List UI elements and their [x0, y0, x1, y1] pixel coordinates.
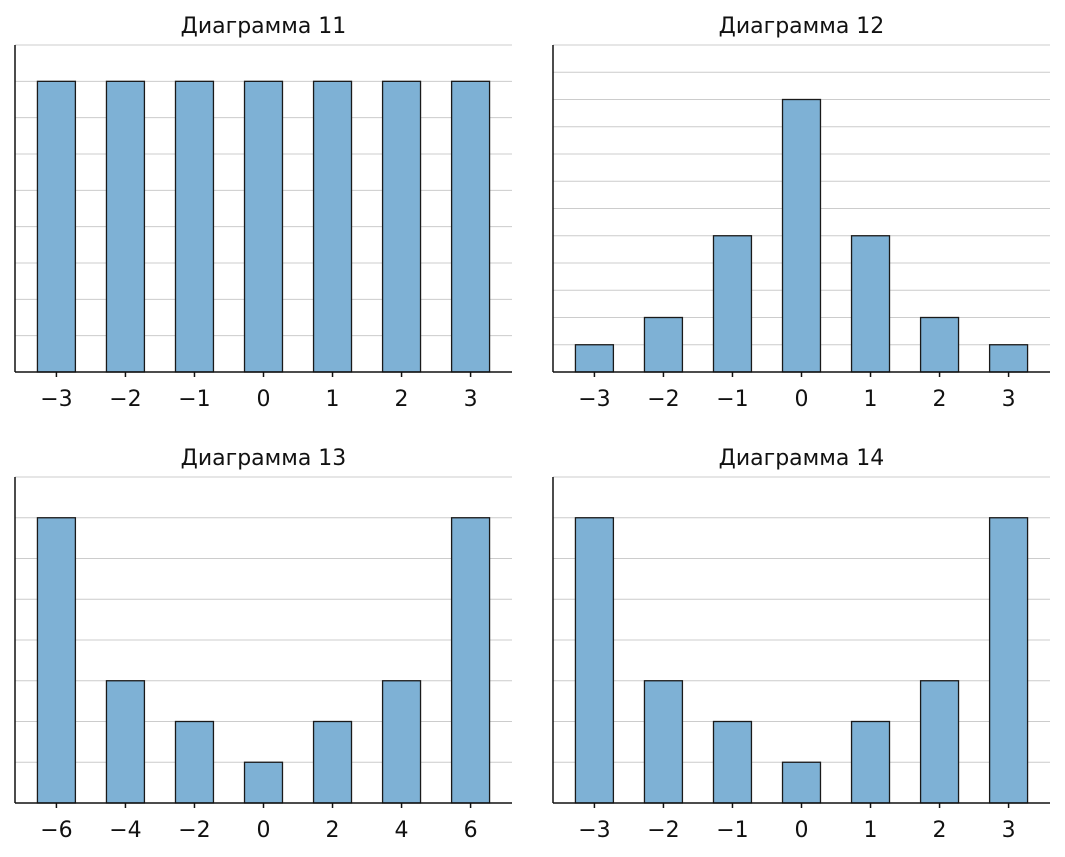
x-tick-label: −3 — [40, 387, 72, 412]
bar-1 — [574, 344, 615, 373]
x-tick-label: −1 — [178, 387, 210, 412]
x-tick-label: −3 — [578, 387, 610, 412]
bar-3 — [174, 80, 215, 373]
x-tick-label: −2 — [647, 818, 679, 843]
bar-2 — [643, 680, 684, 804]
x-tick-label: 3 — [464, 387, 478, 412]
x-tick-label: 2 — [933, 818, 947, 843]
bar-6 — [919, 316, 960, 373]
x-tick-label: 1 — [864, 818, 878, 843]
chart-title: Диаграмма 11 — [181, 14, 347, 39]
x-tick-label: −2 — [178, 818, 210, 843]
bar-6 — [381, 680, 422, 804]
bar-7 — [450, 517, 491, 804]
bar-1 — [36, 517, 77, 804]
bar-2 — [105, 80, 146, 373]
x-tick-label: 4 — [395, 818, 409, 843]
bar-4 — [243, 761, 284, 804]
bar-2 — [643, 316, 684, 373]
chart-panel-1: Диаграмма 11 −3 −2 −1 0 1 2 3 — [14, 14, 512, 412]
x-tick-label: 2 — [326, 818, 340, 843]
bar-7 — [988, 344, 1029, 373]
bar-5 — [312, 80, 353, 373]
bar-4 — [781, 98, 822, 373]
x-tick-label: −6 — [40, 818, 72, 843]
bar-6 — [381, 80, 422, 373]
x-tick-label: 2 — [395, 387, 409, 412]
x-tick-label: 0 — [795, 387, 809, 412]
bar-7 — [988, 517, 1029, 804]
x-tick-label: 0 — [257, 387, 271, 412]
x-tick-label: 0 — [257, 818, 271, 843]
x-tick-label: 3 — [1002, 387, 1016, 412]
bar-3 — [712, 720, 753, 804]
chart-title: Диаграмма 13 — [181, 446, 347, 471]
chart-title: Диаграмма 14 — [719, 446, 885, 471]
bar-1 — [574, 517, 615, 804]
bar-5 — [850, 720, 891, 804]
x-tick-label: 1 — [864, 387, 878, 412]
x-tick-label: −2 — [647, 387, 679, 412]
x-tick-label: 3 — [1002, 818, 1016, 843]
x-tick-label: −1 — [716, 818, 748, 843]
x-tick-label: −3 — [578, 818, 610, 843]
bar-5 — [850, 235, 891, 373]
bar-1 — [36, 80, 77, 373]
x-tick-label: 1 — [326, 387, 340, 412]
chart-panel-3: Диаграмма 13 −6 −4 −2 0 2 4 6 — [14, 446, 512, 843]
bar-2 — [105, 680, 146, 804]
bar-7 — [450, 80, 491, 373]
x-tick-label: −2 — [109, 387, 141, 412]
x-tick-label: −4 — [109, 818, 141, 843]
x-tick-label: −1 — [716, 387, 748, 412]
chart-title: Диаграмма 12 — [719, 14, 885, 39]
chart-panel-4: Диаграмма 14 −3 −2 −1 0 1 2 3 — [552, 446, 1050, 843]
bar-4 — [243, 80, 284, 373]
x-tick-label: 6 — [464, 818, 478, 843]
x-tick-label: 0 — [795, 818, 809, 843]
x-tick-label: 2 — [933, 387, 947, 412]
chart-panel-2: Диаграмма 12 −3 −2 −1 0 1 2 3 — [552, 14, 1050, 412]
bar-3 — [174, 720, 215, 804]
bar-5 — [312, 720, 353, 804]
bar-3 — [712, 235, 753, 373]
bar-6 — [919, 680, 960, 804]
bar-4 — [781, 761, 822, 804]
